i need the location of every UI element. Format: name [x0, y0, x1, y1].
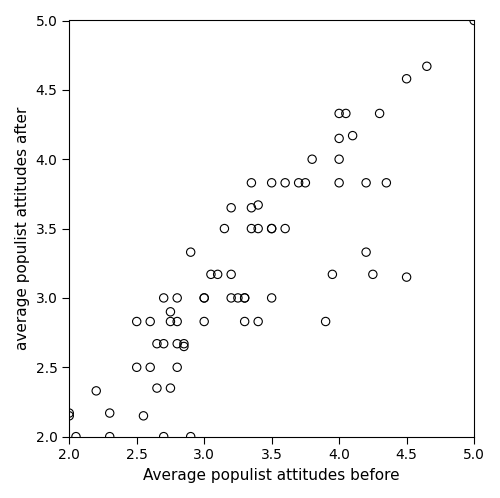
Point [402, 273, 410, 281]
Point [173, 294, 181, 302]
Point [200, 294, 208, 302]
Point [240, 318, 248, 326]
Point [220, 225, 228, 233]
Point [268, 294, 276, 302]
Point [227, 270, 235, 278]
Point [376, 110, 384, 118]
X-axis label: Average populist attitudes before: Average populist attitudes before [144, 468, 400, 483]
Point [281, 179, 289, 187]
Point [240, 294, 248, 302]
Point [470, 16, 478, 24]
Point [248, 179, 256, 187]
Point [173, 364, 181, 372]
Point [160, 340, 168, 348]
Point [335, 110, 343, 118]
Point [227, 204, 235, 212]
Point [106, 433, 114, 441]
Point [160, 294, 168, 302]
Point [335, 179, 343, 187]
Point [348, 131, 356, 139]
Point [234, 294, 242, 302]
Point [423, 62, 431, 70]
Point [214, 270, 222, 278]
Point [153, 384, 161, 392]
Point [173, 318, 181, 326]
Point [362, 179, 370, 187]
Point [248, 225, 256, 233]
Point [186, 433, 194, 441]
Point [322, 318, 330, 326]
Point [106, 409, 114, 417]
Point [294, 179, 302, 187]
Point [72, 433, 80, 441]
Point [268, 179, 276, 187]
Point [146, 364, 154, 372]
Point [268, 225, 276, 233]
Point [160, 433, 168, 441]
Point [186, 248, 194, 256]
Y-axis label: average populist attitudes after: average populist attitudes after [15, 107, 30, 350]
Point [254, 201, 262, 209]
Point [369, 270, 377, 278]
Point [140, 412, 147, 420]
Point [402, 75, 410, 83]
Point [382, 179, 390, 187]
Point [65, 409, 73, 417]
Point [132, 364, 140, 372]
Point [268, 225, 276, 233]
Point [207, 270, 215, 278]
Point [166, 318, 174, 326]
Point [335, 155, 343, 163]
Point [281, 225, 289, 233]
Point [92, 387, 100, 395]
Point [227, 294, 235, 302]
Point [200, 318, 208, 326]
Point [132, 318, 140, 326]
Point [65, 412, 73, 420]
Point [146, 318, 154, 326]
Point [166, 384, 174, 392]
Point [166, 308, 174, 316]
Point [240, 294, 248, 302]
Point [248, 204, 256, 212]
Point [308, 155, 316, 163]
Point [153, 340, 161, 348]
Point [173, 340, 181, 348]
Point [180, 343, 188, 351]
Point [254, 318, 262, 326]
Point [180, 340, 188, 348]
Point [328, 270, 336, 278]
Point [302, 179, 310, 187]
Point [362, 248, 370, 256]
Point [335, 134, 343, 142]
Point [200, 294, 208, 302]
Point [254, 225, 262, 233]
Point [342, 110, 350, 118]
